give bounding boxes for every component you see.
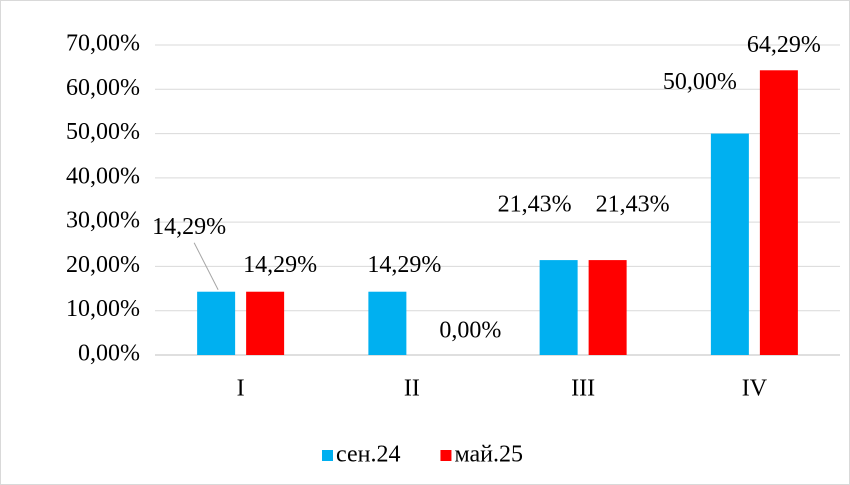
y-tick-label: 50,00% [66,119,140,145]
y-tick-label: 10,00% [66,296,140,322]
legend-label: сен.24 [336,442,400,468]
legend-swatch [440,450,452,461]
bar [710,133,749,355]
data-label: 21,43% [498,192,572,218]
x-tick-label: I [237,376,245,402]
data-label: 14,29% [152,214,226,240]
bar [197,291,236,355]
y-tick-label: 30,00% [66,208,140,234]
bar [759,70,798,355]
data-label: 14,29% [243,252,317,278]
data-label: 21,43% [596,192,670,218]
y-tick-label: 0,00% [78,341,140,367]
x-tick-label: IV [742,376,768,402]
y-tick-label: 60,00% [66,75,140,101]
bar [588,260,627,355]
data-label: 50,00% [663,69,737,95]
bar [246,291,285,355]
y-tick-label: 70,00% [66,31,140,57]
legend-swatch [322,450,333,461]
x-tick-label: II [404,376,420,402]
x-tick-label: III [571,376,595,402]
data-label: 64,29% [747,32,821,58]
data-label: 0,00% [439,318,501,344]
leader-line [193,242,219,290]
y-tick-label: 20,00% [66,252,140,278]
bar [368,291,407,355]
bar [539,260,578,355]
legend-label: май.25 [454,442,523,468]
data-label: 14,29% [367,252,441,278]
y-tick-label: 40,00% [66,163,140,189]
